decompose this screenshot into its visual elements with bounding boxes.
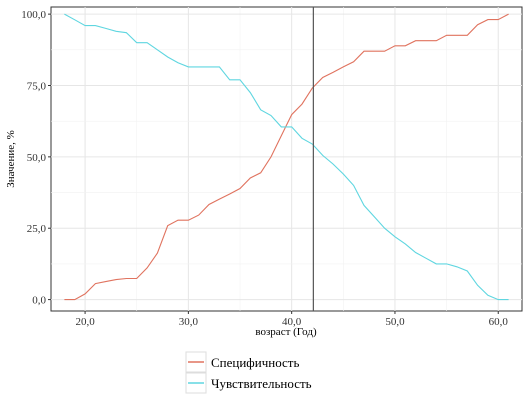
x-tick-label: 60,0 [489, 316, 509, 328]
legend: Специфичность Чувствительность [185, 351, 312, 394]
y-axis: 0,0 25,0 50,0 75,0 100,0 [21, 9, 51, 307]
y-tick-label: 75,0 [27, 80, 47, 92]
x-tick-label: 30,0 [179, 316, 199, 328]
y-tick-label: 0,0 [32, 295, 46, 307]
legend-label: Чувствительность [211, 376, 312, 391]
y-tick-label: 50,0 [27, 152, 47, 164]
series-lines [64, 13, 509, 301]
x-tick-label: 20,0 [75, 316, 95, 328]
y-tick-label: 100,0 [21, 9, 46, 21]
y-tick-label: 25,0 [27, 223, 47, 235]
plot-panel [50, 6, 523, 312]
series-line-1 [64, 13, 509, 301]
x-tick-label: 50,0 [385, 316, 405, 328]
x-axis-title: возраст (Год) [255, 326, 317, 338]
x-tick-label: 40,0 [282, 316, 302, 328]
series-line-2 [64, 13, 509, 301]
y-axis-title: Значение, % [5, 130, 17, 188]
legend-label: Специфичность [211, 355, 299, 370]
grid-lines [51, 7, 522, 311]
x-axis: 20,0 30,0 40,0 50,0 60,0 [75, 311, 508, 328]
